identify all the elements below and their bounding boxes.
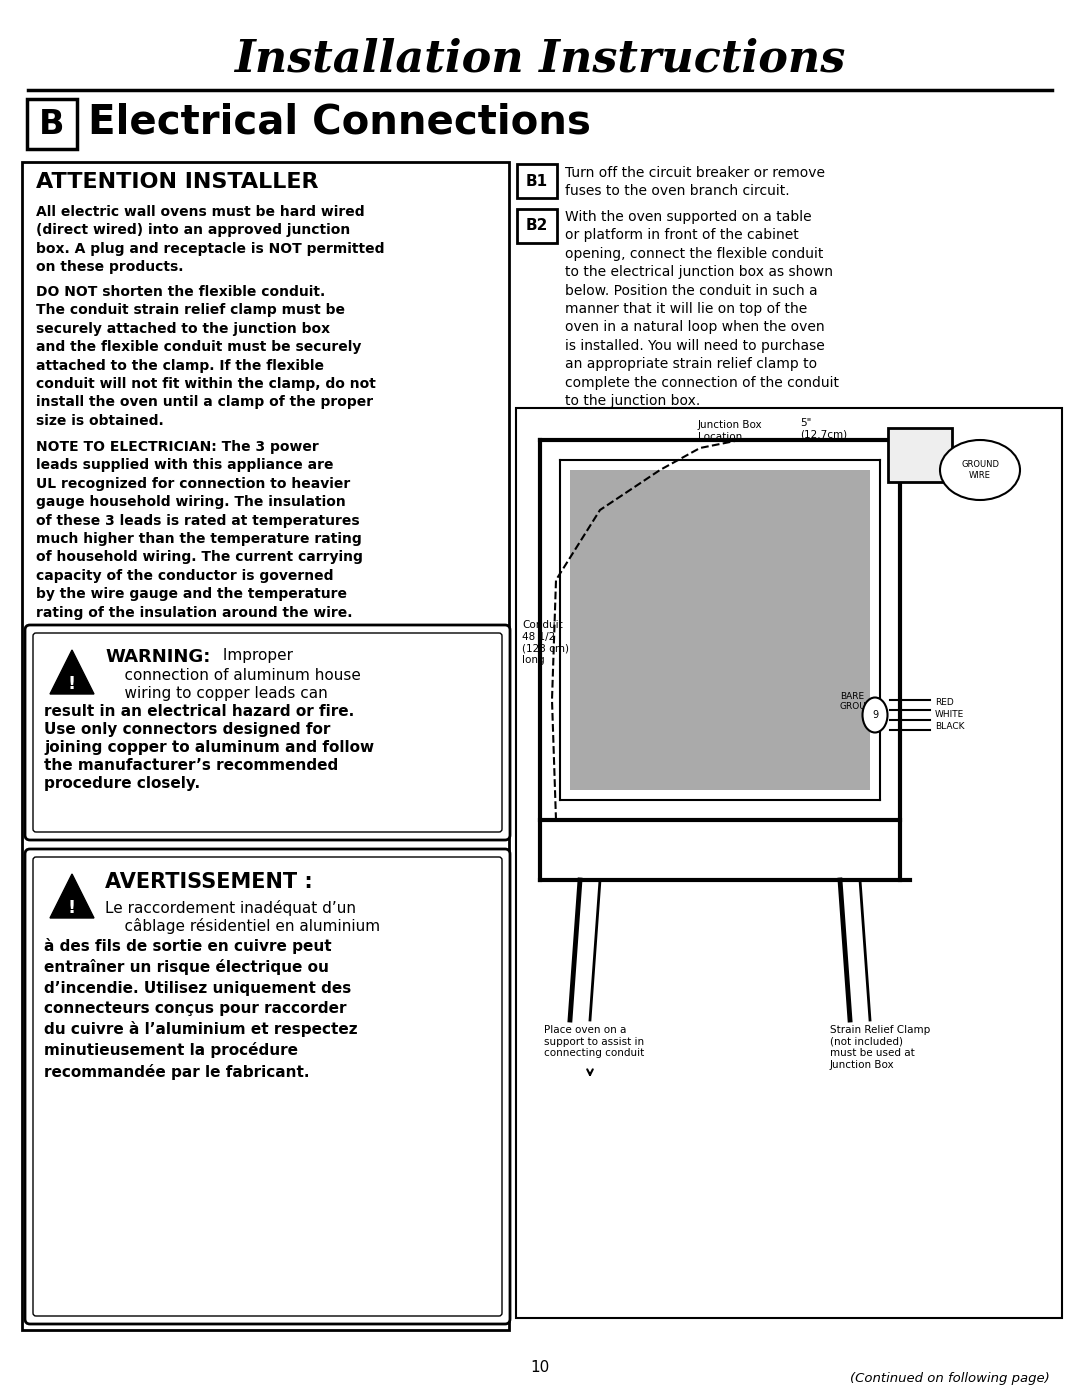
Polygon shape — [50, 650, 94, 694]
Text: 9: 9 — [872, 710, 878, 719]
Ellipse shape — [863, 697, 888, 732]
FancyBboxPatch shape — [570, 469, 870, 789]
Text: BARE
GROUND: BARE GROUND — [840, 692, 880, 711]
Text: DO NOT shorten the flexible conduit.
The conduit strain relief clamp must be
sec: DO NOT shorten the flexible conduit. The… — [36, 285, 376, 427]
Text: à des fils de sortie en cuivre peut
entraîner un risque électrique ou
d’incendie: à des fils de sortie en cuivre peut entr… — [44, 937, 357, 1080]
Text: AVERTISSEMENT :: AVERTISSEMENT : — [105, 872, 313, 893]
Text: Place oven on a
support to assist in
connecting conduit: Place oven on a support to assist in con… — [544, 1025, 645, 1058]
Text: Conduit
48 1/2
(123 cm)
long: Conduit 48 1/2 (123 cm) long — [522, 620, 569, 665]
Text: result in an electrical hazard or fire.: result in an electrical hazard or fire. — [44, 704, 354, 719]
Text: !: ! — [68, 900, 76, 916]
Text: !: ! — [68, 675, 76, 693]
FancyBboxPatch shape — [25, 624, 510, 840]
Text: WHITE: WHITE — [935, 710, 964, 719]
Text: Strain Relief Clamp
(not included)
must be used at
Junction Box: Strain Relief Clamp (not included) must … — [831, 1025, 930, 1070]
Text: Turn off the circuit breaker or remove
fuses to the oven branch circuit.: Turn off the circuit breaker or remove f… — [565, 166, 825, 198]
FancyBboxPatch shape — [27, 99, 77, 149]
FancyBboxPatch shape — [517, 210, 557, 243]
Text: B1: B1 — [526, 173, 548, 189]
Text: Installation Instructions: Installation Instructions — [234, 38, 846, 81]
Text: B: B — [39, 108, 65, 141]
Text: joining copper to aluminum and follow: joining copper to aluminum and follow — [44, 740, 374, 754]
Text: procedure closely.: procedure closely. — [44, 775, 200, 791]
Polygon shape — [50, 875, 94, 918]
Text: GROUND
WIRE: GROUND WIRE — [961, 460, 999, 479]
Text: ATTENTION INSTALLER: ATTENTION INSTALLER — [36, 172, 319, 191]
FancyBboxPatch shape — [516, 408, 1062, 1317]
Text: All electric wall ovens must be hard wired
(direct wired) into an approved junct: All electric wall ovens must be hard wir… — [36, 205, 384, 274]
FancyBboxPatch shape — [888, 427, 951, 482]
Text: 5"
(12.7cm): 5" (12.7cm) — [800, 418, 847, 440]
Text: WARNING:: WARNING: — [105, 648, 211, 666]
Text: connection of aluminum house: connection of aluminum house — [105, 668, 361, 683]
FancyBboxPatch shape — [517, 163, 557, 198]
FancyBboxPatch shape — [33, 633, 502, 833]
Text: With the oven supported on a table
or platform in front of the cabinet
opening, : With the oven supported on a table or pl… — [565, 210, 839, 408]
Text: NOTE TO ELECTRICIAN: The 3 power
leads supplied with this appliance are
UL recog: NOTE TO ELECTRICIAN: The 3 power leads s… — [36, 440, 363, 620]
Text: RED: RED — [935, 698, 954, 707]
Text: Electrical Connections: Electrical Connections — [87, 102, 591, 142]
FancyBboxPatch shape — [25, 849, 510, 1324]
Text: Improper: Improper — [218, 648, 293, 664]
Ellipse shape — [940, 440, 1020, 500]
Text: B2: B2 — [526, 218, 549, 233]
Text: the manufacturer’s recommended: the manufacturer’s recommended — [44, 759, 338, 773]
Text: Use only connectors designed for: Use only connectors designed for — [44, 722, 330, 738]
Text: wiring to copper leads can: wiring to copper leads can — [105, 686, 327, 701]
Text: BLACK: BLACK — [935, 722, 964, 731]
Text: Junction Box
Location: Junction Box Location — [698, 420, 762, 441]
FancyBboxPatch shape — [33, 856, 502, 1316]
Text: (Continued on following page): (Continued on following page) — [850, 1372, 1050, 1384]
FancyBboxPatch shape — [22, 162, 509, 1330]
Text: câblage résidentiel en aluminium: câblage résidentiel en aluminium — [105, 918, 380, 935]
Text: Le raccordement inadéquat d’un: Le raccordement inadéquat d’un — [105, 900, 356, 916]
Text: 10: 10 — [530, 1361, 550, 1375]
